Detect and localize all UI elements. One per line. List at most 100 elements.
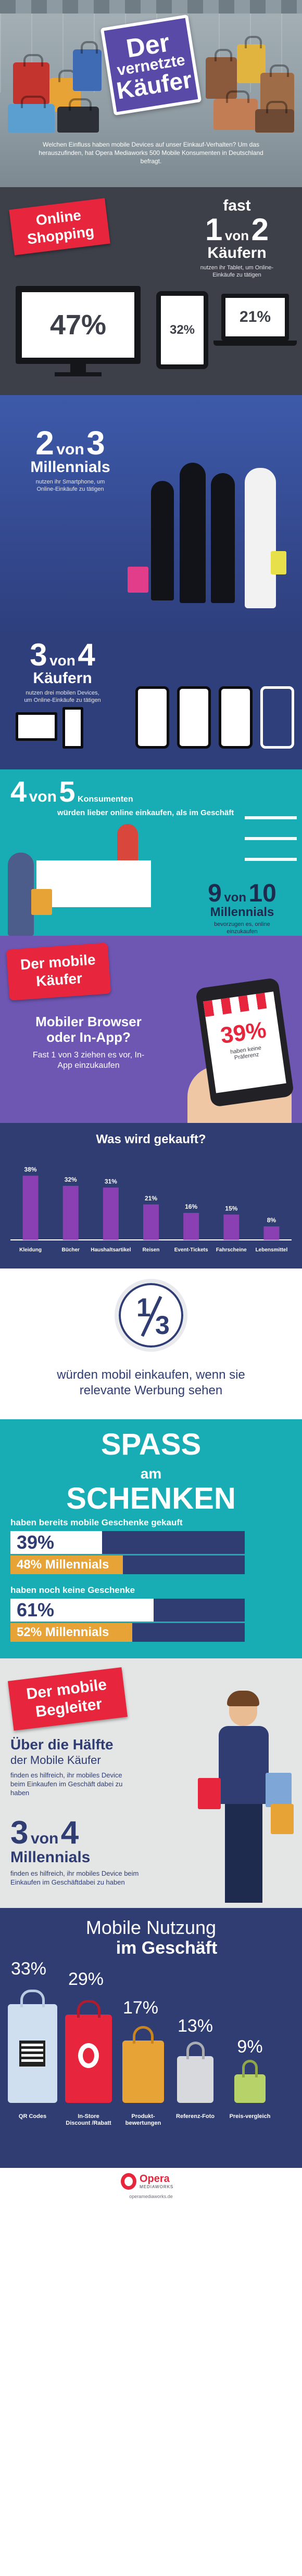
fraction-numerator: 1 xyxy=(136,1293,151,1322)
four-of-five-section: 4 von 5 Konsumenten würden lieber online… xyxy=(0,769,302,936)
millennials-stat: 2 von 3 Millennials nutzen ihr Smartphon… xyxy=(30,424,110,492)
phone-percentage: 39% xyxy=(219,1017,268,1049)
tv-stand xyxy=(70,364,86,373)
usage-label-price: Preis-vergleich xyxy=(229,2113,271,2120)
phone-icon xyxy=(135,686,169,749)
footer-brand: Opera xyxy=(140,2173,170,2185)
laptop-value: 21% xyxy=(239,308,271,325)
bar-value-label: 31% xyxy=(105,1178,117,1185)
shopper-body xyxy=(219,1726,269,1804)
desktop-tower-icon xyxy=(62,707,83,749)
shelf xyxy=(245,858,297,861)
shopping-bag-icon xyxy=(31,889,52,915)
percentage-fill xyxy=(10,1623,132,1642)
customer-figure xyxy=(8,853,34,936)
phone-icon xyxy=(219,686,253,749)
percentage-fill xyxy=(10,1555,123,1574)
gifts-none-millennials-bar: 52% Millennials xyxy=(10,1623,245,1642)
online-shopping-section: Online Shopping fast 1 von 2 Käufern nut… xyxy=(0,187,302,395)
shopping-bag-icon xyxy=(57,98,99,133)
millennials-online-stat: 9 von 10 Millennials bevorzugen es, onli… xyxy=(208,880,276,935)
shopping-bag-icon xyxy=(266,1773,292,1807)
bar-category-label: Haushaltsartikel xyxy=(91,1247,131,1253)
footer-url-link[interactable]: operamediaworks.de xyxy=(129,2194,173,2199)
shopping-bag-icon xyxy=(198,1778,221,1809)
bar-value-label: 15% xyxy=(225,1205,237,1212)
intro-text: Welchen Einfluss haben mobile Devices au… xyxy=(39,141,263,165)
qr-bag-icon xyxy=(8,1990,57,2103)
shopping-bag-icon xyxy=(260,64,294,114)
bar-bücher xyxy=(62,1186,79,1240)
tv-device: 47% xyxy=(16,286,141,364)
bar-value-label: 21% xyxy=(145,1195,157,1202)
tv-stand-base xyxy=(55,372,102,376)
usage-pct-reviews: 17% xyxy=(122,1998,159,2018)
chart-title: Was wird gekauft? xyxy=(96,1132,206,1146)
bar-kleidung xyxy=(22,1175,39,1240)
bar-value-label: 38% xyxy=(24,1166,37,1173)
phone-screen: 39% haben keine Präferenz xyxy=(203,991,286,1093)
phone-icon xyxy=(260,686,294,749)
shopper-silhouette xyxy=(211,473,235,603)
phone-device: 39% haben keine Präferenz xyxy=(195,977,295,1108)
opera-logo-icon xyxy=(78,2043,99,2068)
bar-value-label: 32% xyxy=(65,1176,77,1183)
bar-category-label: Kleidung xyxy=(19,1247,42,1253)
companion-millennials-stat: 3 von 4 Millennials finden es hilfreich,… xyxy=(10,1815,139,1887)
store-usage-title: Mobile Nutzung im Geschäft xyxy=(85,1917,218,1958)
shopper-hair xyxy=(227,1691,259,1706)
title-badge: Der vernetzte Käufer xyxy=(100,14,202,116)
usage-label-reviews: Produkt-bewertungen xyxy=(125,2113,161,2126)
tablet-value: 32% xyxy=(169,323,195,337)
awning-stripes xyxy=(0,0,302,14)
usage-pct-qr: 33% xyxy=(10,1959,47,1979)
footer: Opera MEDIAWORKS operamediaworks.de xyxy=(0,2168,302,2202)
mobile-companion-section: Der mobile Begleiter Über die Hälfte der… xyxy=(0,1658,302,1908)
shopper-silhouette xyxy=(180,463,206,603)
relevant-ads-text: würden mobil einkaufen, wenn sie relevan… xyxy=(57,1368,245,1397)
shop-awning-icon xyxy=(203,991,276,1017)
price-bag-icon xyxy=(234,2060,266,2103)
bar-lebensmittel xyxy=(263,1226,280,1240)
laptop-base xyxy=(213,341,297,346)
header-section: Der vernetzte Käufer Welchen Einfluss ha… xyxy=(0,0,302,187)
bar-value-label: 8% xyxy=(267,1217,276,1224)
shopping-bag-icon xyxy=(271,551,286,574)
gifts-bought-bar: 39% xyxy=(10,1531,245,1554)
reviews-bag-icon xyxy=(122,2026,164,2103)
usage-label-photo: Referenz-Foto xyxy=(176,2113,215,2120)
shopping-bag-icon xyxy=(128,567,148,593)
bar-reisen xyxy=(143,1204,159,1240)
mobile-companion-label: Der mobile Begleiter xyxy=(7,1667,128,1731)
four-of-five-stat: 4 von 5 Konsumenten würden lieber online… xyxy=(10,775,234,818)
bar-category-label: Event-Tickets xyxy=(174,1247,208,1253)
opera-logo xyxy=(121,2173,136,2190)
gifts-bought-label: haben bereits mobile Geschenke gekauft xyxy=(10,1518,183,1527)
bar-category-label: Reisen xyxy=(143,1247,160,1253)
usage-label-qr: QR Codes xyxy=(18,2113,47,2120)
fraction-denominator: 3 xyxy=(155,1311,170,1340)
browser-vs-app-question: Mobiler Browser oder In-App? Fast 1 von … xyxy=(32,1014,145,1070)
bar-haushaltsartikel xyxy=(103,1187,119,1240)
usage-pct-price: 9% xyxy=(237,2037,263,2057)
millennials-smartphone-section: 2 von 3 Millennials nutzen ihr Smartphon… xyxy=(0,395,302,634)
photo-bag-icon xyxy=(177,2042,213,2103)
gifts-section: SPASS am SCHENKEN haben bereits mobile G… xyxy=(0,1419,302,1658)
tablet-device: 32% xyxy=(156,291,208,369)
relevant-ads-section: 1 3 würden mobil einkaufen, wenn sie rel… xyxy=(0,1269,302,1419)
tv-value: 47% xyxy=(49,309,107,341)
shelf xyxy=(245,837,297,840)
mobile-buyer-section: Der mobile Käufer Mobiler Browser oder I… xyxy=(0,936,302,1123)
usage-pct-discount: 29% xyxy=(68,1969,104,1989)
gifts-bought-millennials-bar: 48% Millennials xyxy=(10,1555,245,1574)
percentage-fill xyxy=(10,1531,102,1554)
bar-category-label: Fahrscheine xyxy=(216,1247,247,1253)
shopper-legs xyxy=(225,1804,262,1903)
shopper-silhouette xyxy=(151,481,174,600)
highlighted-shopper xyxy=(245,468,276,608)
store-usage-section: Mobile Nutzung im Geschäft 33% QR Codes … xyxy=(0,1908,302,2168)
laptop-device: 21% xyxy=(221,294,289,341)
shop-counter xyxy=(36,860,151,907)
online-shopping-label: Online Shopping xyxy=(9,198,110,255)
purchase-chart-section: Was wird gekauft? 38% Kleidung 32% Bücher 31… xyxy=(0,1123,302,1269)
